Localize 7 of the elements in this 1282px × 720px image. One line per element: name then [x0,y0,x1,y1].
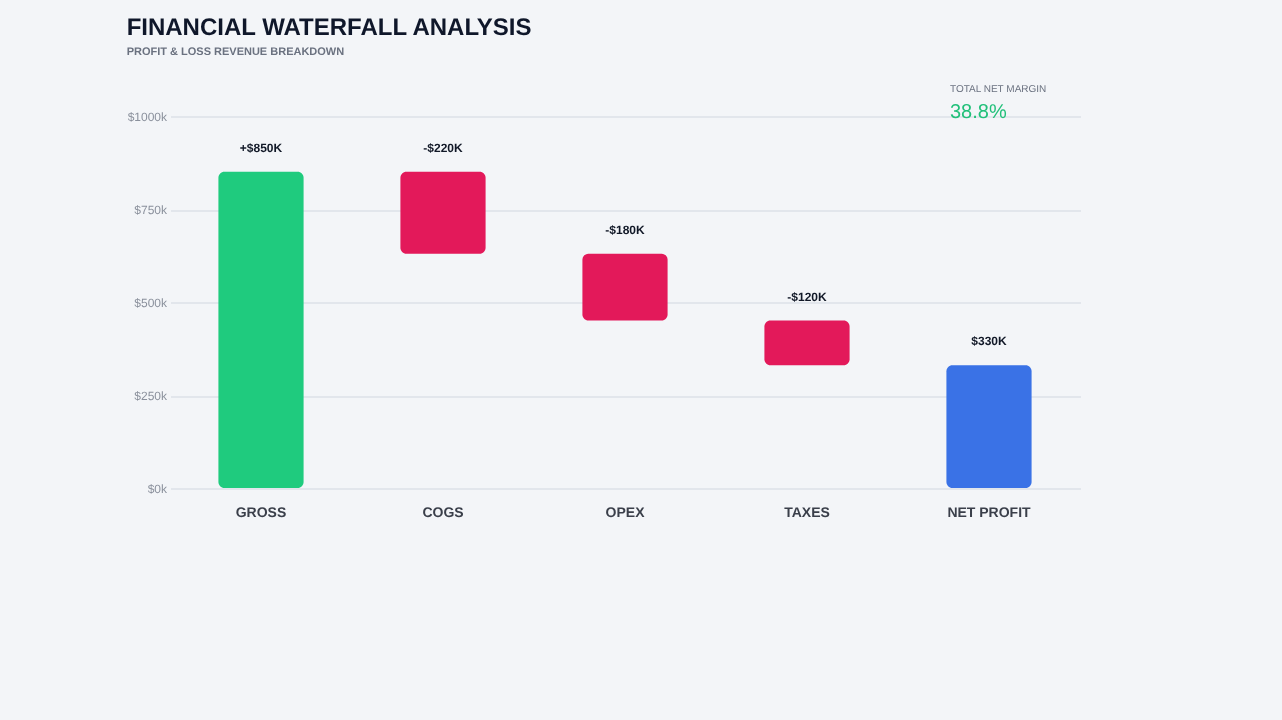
bar [946,365,1032,488]
bar [582,253,668,321]
chart-title: FINANCIAL WATERFALL ANALYSIS [126,13,532,41]
bar [400,171,486,254]
bar [218,171,304,488]
bar [764,320,850,366]
annotation: 38.8% [950,102,1007,124]
